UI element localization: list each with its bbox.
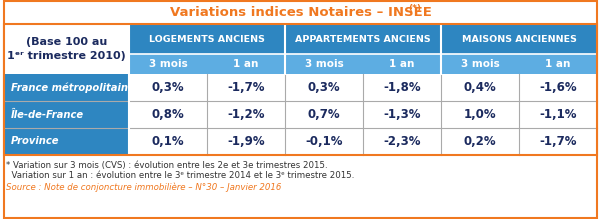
Text: -1,7%: -1,7% [539, 135, 577, 148]
Text: -1,9%: -1,9% [227, 135, 265, 148]
Text: -2,3%: -2,3% [383, 135, 421, 148]
Bar [4, 24, 597, 155]
Bar [4, 74, 129, 101]
Bar [363, 54, 441, 74]
Bar [207, 101, 285, 128]
Bar [4, 128, 129, 155]
Text: Île-de-France: Île-de-France [11, 110, 84, 120]
Text: 3 mois: 3 mois [461, 59, 499, 69]
Text: France métropolitaine: France métropolitaine [11, 82, 135, 93]
Bar [285, 54, 363, 74]
Bar [519, 54, 597, 74]
Bar [207, 54, 285, 74]
Bar [441, 101, 519, 128]
Bar [207, 74, 285, 101]
Bar [285, 128, 363, 155]
Text: APPARTEMENTS ANCIENS: APPARTEMENTS ANCIENS [295, 35, 431, 44]
Text: LOGEMENTS ANCIENS: LOGEMENTS ANCIENS [149, 35, 265, 44]
Text: -1,3%: -1,3% [383, 108, 421, 121]
Bar [441, 74, 519, 101]
Bar [129, 74, 207, 101]
Bar [4, 24, 129, 74]
Bar [363, 128, 441, 155]
Text: 1,0%: 1,0% [464, 108, 496, 121]
Text: 0,3%: 0,3% [308, 81, 340, 94]
Text: 0,1%: 0,1% [152, 135, 184, 148]
Bar [441, 24, 597, 54]
Text: 0,7%: 0,7% [308, 108, 340, 121]
Text: 3 mois: 3 mois [149, 59, 187, 69]
Text: 0,8%: 0,8% [152, 108, 184, 121]
Text: 1 an: 1 an [233, 59, 259, 69]
Text: MAISONS ANCIENNES: MAISONS ANCIENNES [461, 35, 577, 44]
Text: -1,8%: -1,8% [383, 81, 421, 94]
Bar [129, 128, 207, 155]
Text: Source : Note de conjoncture immobilière – N°30 – Janvier 2016: Source : Note de conjoncture immobilière… [6, 182, 281, 191]
Text: 3 mois: 3 mois [305, 59, 343, 69]
Bar [4, 101, 129, 128]
Bar [207, 128, 285, 155]
Text: (*): (*) [409, 5, 421, 14]
Bar [129, 54, 207, 74]
Text: Variation sur 1 an : évolution entre le 3ᵉ trimestre 2014 et le 3ᵉ trimestre 201: Variation sur 1 an : évolution entre le … [6, 171, 355, 180]
Bar [285, 24, 441, 54]
Text: Province: Province [11, 136, 59, 147]
Text: -0,1%: -0,1% [305, 135, 343, 148]
Text: 0,2%: 0,2% [464, 135, 496, 148]
Text: 0,3%: 0,3% [152, 81, 184, 94]
Bar [129, 101, 207, 128]
Text: -1,1%: -1,1% [539, 108, 577, 121]
Text: (Base 100 au
1ᵉʳ trimestre 2010): (Base 100 au 1ᵉʳ trimestre 2010) [7, 37, 126, 61]
Text: * Variation sur 3 mois (CVS) : évolution entre les 2e et 3e trimestres 2015.: * Variation sur 3 mois (CVS) : évolution… [6, 161, 328, 170]
Text: -1,2%: -1,2% [227, 108, 265, 121]
Bar [519, 128, 597, 155]
Bar [285, 74, 363, 101]
Bar [285, 101, 363, 128]
Bar [441, 128, 519, 155]
Bar [441, 54, 519, 74]
Bar [363, 101, 441, 128]
Text: -1,6%: -1,6% [539, 81, 577, 94]
Text: 0,4%: 0,4% [464, 81, 496, 94]
Text: 1 an: 1 an [389, 59, 415, 69]
Bar [519, 101, 597, 128]
Text: -1,7%: -1,7% [227, 81, 265, 94]
Bar [519, 74, 597, 101]
Bar [363, 74, 441, 101]
Bar [129, 24, 285, 54]
Text: 1 an: 1 an [545, 59, 571, 69]
Text: Variations indices Notaires – INSEE: Variations indices Notaires – INSEE [170, 5, 431, 18]
